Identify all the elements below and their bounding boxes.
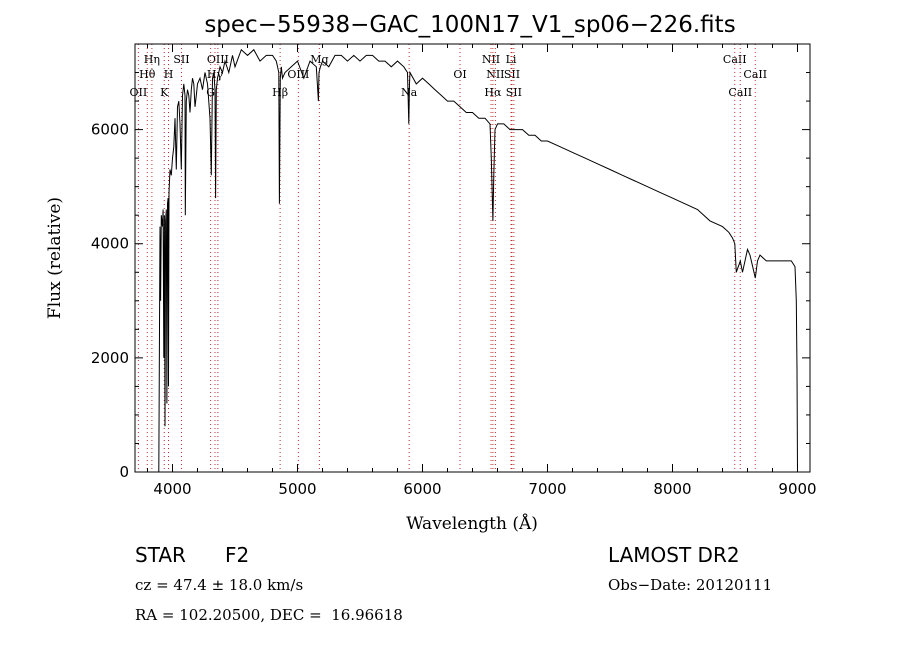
line-marker-label: CaII: [743, 68, 767, 81]
y-tick-label: 0: [119, 463, 129, 481]
line-marker-label: OIII: [207, 53, 229, 66]
object-class: STAR: [135, 543, 186, 567]
line-marker-label: NII: [482, 53, 500, 66]
survey-name: LAMOST DR2: [608, 543, 740, 567]
line-marker-label: NII: [486, 68, 504, 81]
x-tick-label: 7000: [528, 480, 566, 498]
chart-title: spec−55938−GAC_100N17_V1_sp06−226.fits: [204, 12, 735, 38]
spectrum-series: [157, 48, 798, 473]
x-tick-label: 6000: [403, 480, 441, 498]
line-marker-label: CaII: [723, 53, 747, 66]
obs-date-text: Obs−Date: 20120111: [608, 576, 773, 594]
line-marker-label: OII: [130, 86, 148, 99]
x-tick-label: 5000: [278, 480, 316, 498]
line-marker-label: CaII: [728, 86, 752, 99]
redshift-text: cz = 47.4 ± 18.0 km/s: [135, 576, 304, 594]
x-tick-label: 9000: [778, 480, 816, 498]
line-marker-label: SII: [504, 68, 520, 81]
line-marker-label: K: [160, 86, 169, 99]
line-marker-label: Hη: [144, 53, 160, 66]
y-axis-label: Flux (relative): [45, 197, 65, 319]
line-marker-label: Li: [506, 53, 517, 66]
line-marker-label: SII: [173, 53, 189, 66]
line-marker-label: Hα: [484, 86, 502, 99]
y-tick-label: 6000: [91, 121, 129, 139]
line-marker-label: Hθ: [139, 68, 156, 81]
plot-frame: [134, 43, 811, 473]
spectrum-line: [157, 48, 798, 473]
plot-axes: 4000 5000 6000 7000 8000 9000 0 2000 4000 6000: [91, 43, 817, 498]
y-tick-label: 4000: [91, 235, 129, 253]
x-tick-label: 4000: [153, 480, 191, 498]
line-marker-label: G: [206, 86, 215, 99]
line-marker-label: OI: [453, 68, 466, 81]
line-marker-label: SII: [506, 86, 522, 99]
object-subclass: F2: [225, 543, 250, 567]
x-tick-label: 8000: [653, 480, 691, 498]
x-axis-label: Wavelength (Å): [406, 513, 538, 534]
coordinates-text: RA = 102.20500, DEC = 16.96618: [135, 606, 403, 624]
line-marker-label: H: [164, 68, 174, 81]
y-tick-label: 2000: [91, 349, 129, 367]
line-marker-label: OIII: [287, 68, 309, 81]
